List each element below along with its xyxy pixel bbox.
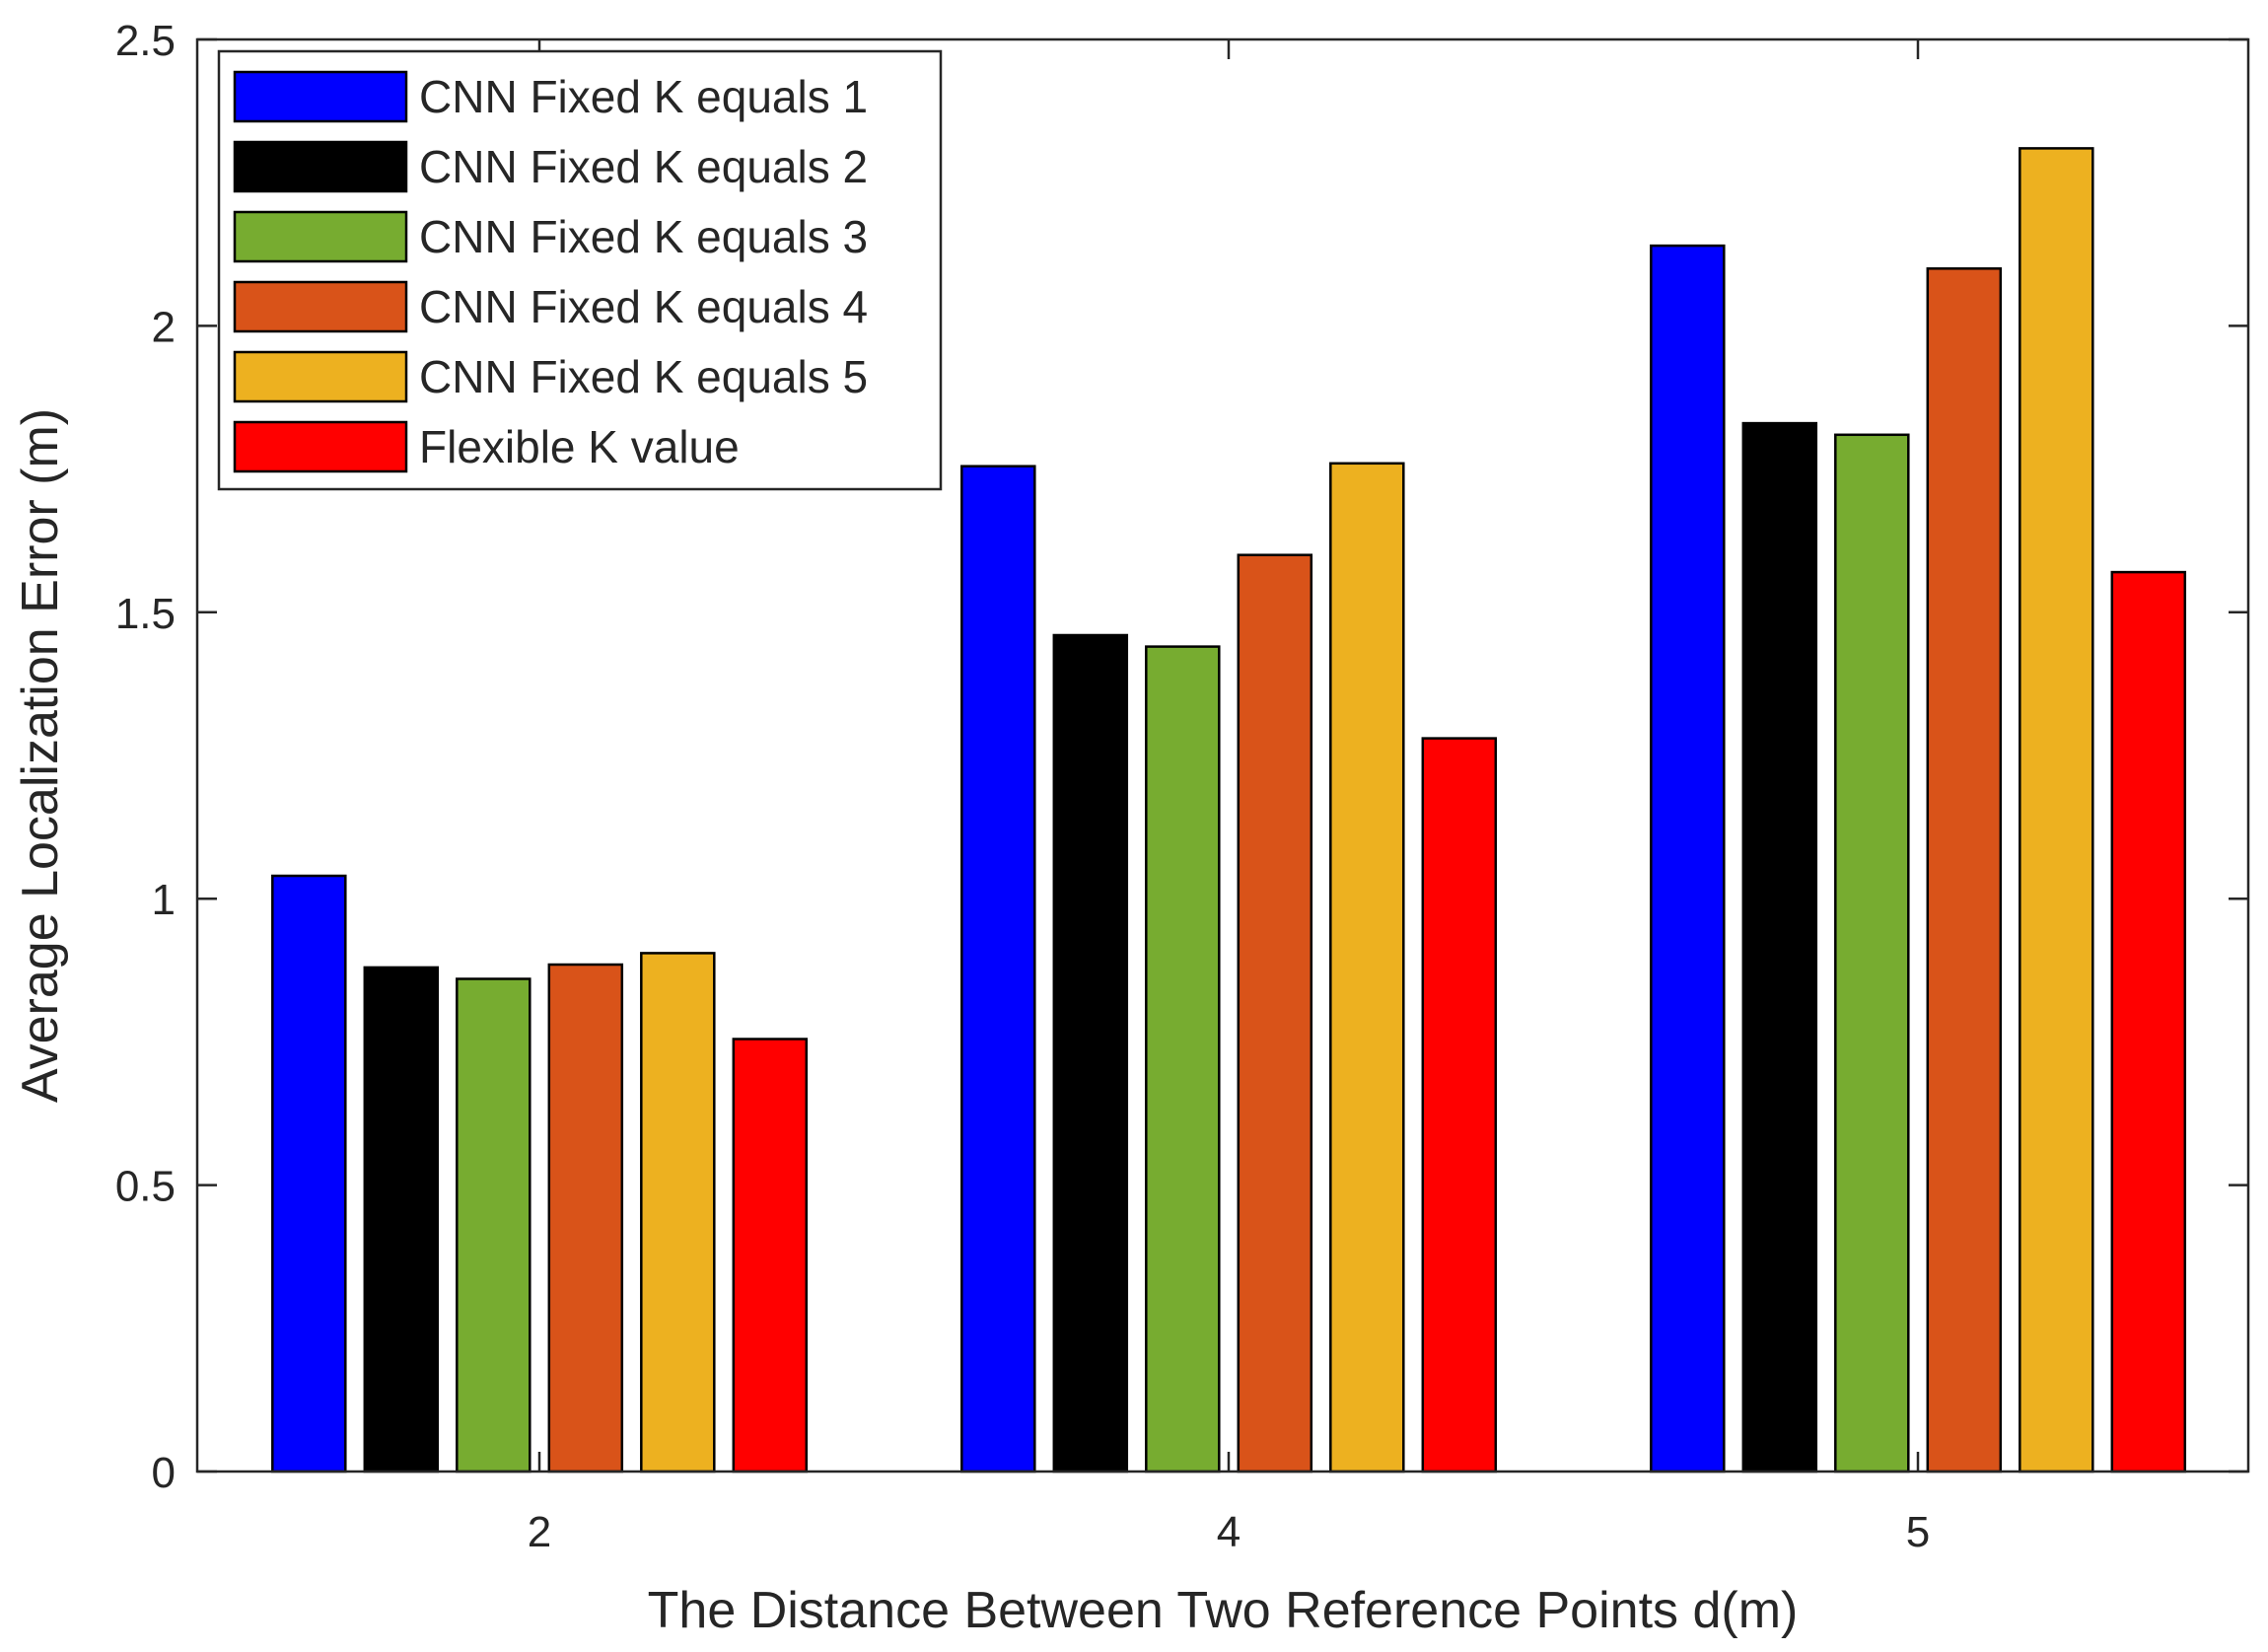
bar-cnn-fixed-k-equals-2-d5 [1741,421,1818,1473]
bar-flexible-k-value-d5 [2110,570,2187,1473]
axes-group: 0 0.5 1 1.5 2 2.5 2 4 5 [115,17,2250,1556]
bar-cnn-fixed-k-equals-4-d2 [547,963,624,1473]
legend-swatch [233,70,408,123]
legend-label: CNN Fixed K equals 5 [419,351,868,402]
legend-swatch [233,420,408,473]
bar-cnn-fixed-k-equals-3-d4 [1145,645,1221,1473]
legend-label: CNN Fixed K equals 2 [419,141,868,192]
x-tick-label: 2 [528,1508,551,1556]
y-tick-label: 0 [152,1449,176,1497]
bar-cnn-fixed-k-equals-3-d5 [1834,433,1910,1473]
legend-swatch [233,140,408,193]
legend-label: CNN Fixed K equals 1 [419,71,868,122]
bar-cnn-fixed-k-equals-5-d4 [1329,462,1405,1473]
axes-box [195,37,2250,1473]
bars-group [271,147,2187,1473]
bar-cnn-fixed-k-equals-4-d4 [1237,553,1313,1473]
x-tick-label: 5 [1906,1508,1930,1556]
legend-label: CNN Fixed K equals 4 [419,281,868,332]
legend-swatch [233,350,408,403]
y-tick-label: 1 [152,876,176,924]
legend-box [217,49,943,491]
legend-swatch [233,210,408,263]
legend-swatch [233,280,408,333]
y-tick-label: 0.5 [115,1163,176,1211]
legend-label: Flexible K value [419,421,740,472]
bar-cnn-fixed-k-equals-1-d5 [1650,244,1726,1473]
bar-cnn-fixed-k-equals-1-d2 [271,874,347,1473]
y-axis-label: Average Localization Error (m) [12,408,69,1103]
bar-cnn-fixed-k-equals-3-d2 [456,977,532,1473]
bar-cnn-fixed-k-equals-1-d4 [960,465,1036,1473]
bar-cnn-fixed-k-equals-4-d5 [1926,267,2003,1473]
bar-cnn-fixed-k-equals-2-d2 [363,966,440,1473]
bar-cnn-fixed-k-equals-2-d4 [1052,633,1129,1473]
y-tick-label: 1.5 [115,590,176,638]
bar-cnn-fixed-k-equals-5-d2 [640,952,716,1473]
x-tick-label: 4 [1217,1508,1240,1556]
y-tick-label: 2.5 [115,17,176,65]
x-axis-label: The Distance Between Two Reference Point… [648,1582,1799,1639]
bar-cnn-fixed-k-equals-5-d5 [2019,147,2094,1473]
bar-flexible-k-value-d4 [1421,737,1498,1473]
legend-label: CNN Fixed K equals 3 [419,211,868,262]
bar-flexible-k-value-d2 [732,1038,809,1473]
legend: CNN Fixed K equals 1 CNN Fixed K equals 2… [217,49,943,491]
y-tick-label: 2 [152,303,176,351]
